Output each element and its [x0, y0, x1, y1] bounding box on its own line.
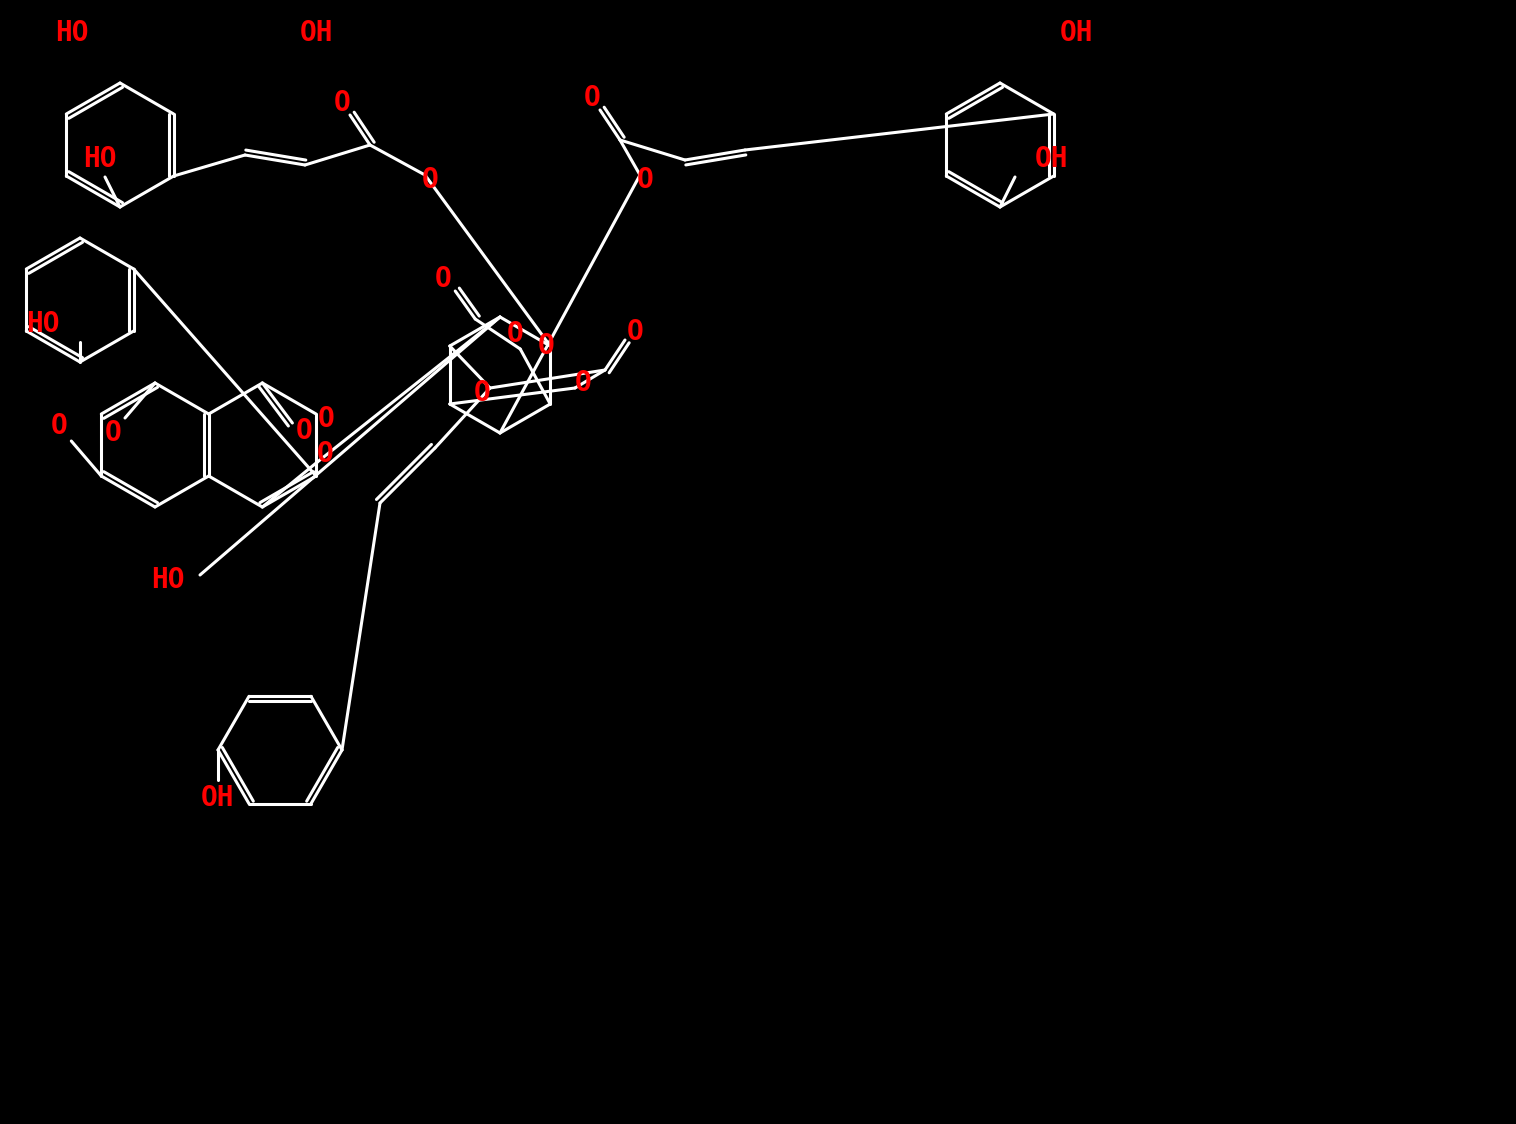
Text: O: O — [105, 419, 121, 447]
Text: HO: HO — [26, 310, 61, 338]
Text: O: O — [421, 166, 438, 194]
Text: HO: HO — [152, 566, 185, 593]
Text: HO: HO — [83, 145, 117, 173]
Text: O: O — [296, 417, 312, 445]
Text: O: O — [318, 405, 335, 433]
Text: O: O — [626, 318, 643, 346]
Text: HO: HO — [55, 19, 88, 47]
Text: O: O — [317, 439, 334, 468]
Text: O: O — [334, 89, 350, 117]
Text: O: O — [538, 332, 555, 360]
Text: OH: OH — [1060, 19, 1093, 47]
Text: O: O — [637, 166, 653, 194]
Text: O: O — [506, 320, 523, 348]
Text: O: O — [575, 369, 591, 397]
Text: O: O — [473, 379, 490, 407]
Text: O: O — [584, 84, 600, 112]
Text: OH: OH — [300, 19, 334, 47]
Text: O: O — [52, 413, 68, 439]
Text: OH: OH — [1035, 145, 1069, 173]
Text: O: O — [435, 265, 452, 293]
Text: OH: OH — [202, 785, 235, 812]
